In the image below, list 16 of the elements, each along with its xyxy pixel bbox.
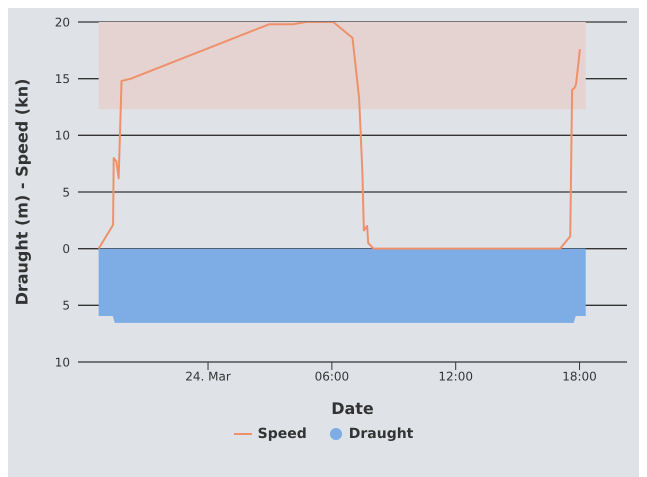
line-series (98, 22, 581, 250)
x-axis-title: Date (331, 399, 374, 418)
y-tick-label: 10 (54, 355, 70, 370)
x-tick-label: 18:00 (562, 370, 597, 384)
x-tick-label: 24. Mar (185, 370, 231, 384)
legend-label: Speed (256, 426, 307, 442)
x-tick-label: 12:00 (438, 370, 473, 384)
y-tick-label: 15 (54, 72, 70, 86)
x-tick-label: 06:00 (314, 370, 350, 384)
y-tick-label: 5 (62, 185, 70, 200)
legend-label: Draught (348, 426, 414, 442)
y-tick-label: 5 (62, 298, 70, 313)
y-tick-label: 10 (54, 128, 70, 143)
y-tick-label: 20 (54, 15, 70, 30)
y-tick-label: 0 (62, 242, 70, 256)
y-axis-title: Draught (m) - Speed (kn) (12, 78, 32, 306)
